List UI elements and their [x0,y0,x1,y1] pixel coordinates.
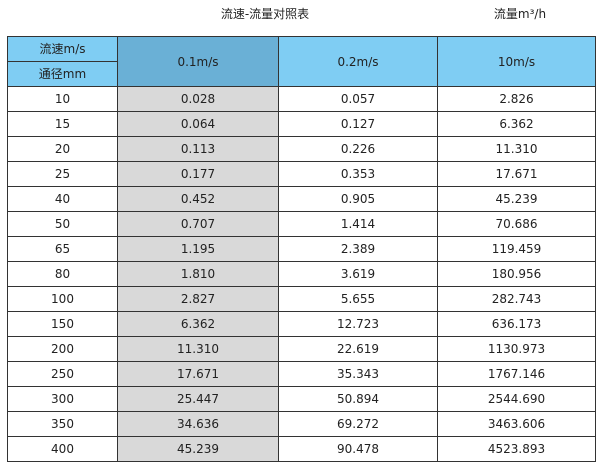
flow-cell: 1.810 [117,261,279,287]
diameter-cell: 80 [7,261,118,287]
table-row: 20 0.113 0.226 11.310 [7,136,596,162]
flow-cell: 4523.893 [437,436,596,462]
table-row: 65 1.195 2.389 119.459 [7,236,596,262]
flow-cell: 0.057 [278,86,438,112]
flow-cell: 0.113 [117,136,279,162]
velocity-header: 流速m/s [7,36,118,62]
flow-cell: 2.826 [437,86,596,112]
diameter-cell: 15 [7,111,118,137]
diameter-cell: 350 [7,411,118,437]
table-row: 400 45.239 90.478 4523.893 [7,436,596,462]
flow-cell: 17.671 [117,361,279,387]
flow-cell: 45.239 [117,436,279,462]
velocity-flow-table: 流速m/s 0.1m/s 0.2m/s 10m/s 通径mm 10 0.028 0.… [7,36,596,462]
flow-cell: 1130.973 [437,336,596,362]
flow-cell: 0.452 [117,186,279,212]
table-row: 100 2.827 5.655 282.743 [7,286,596,312]
diameter-cell: 300 [7,386,118,412]
table-row: 350 34.636 69.272 3463.606 [7,411,596,437]
unit-label: 流量m³/h [493,7,547,21]
table-row: 200 11.310 22.619 1130.973 [7,336,596,362]
table-title: 流速-流量对照表 [220,7,310,21]
flow-cell: 0.028 [117,86,279,112]
table-row: 150 6.362 12.723 636.173 [7,311,596,337]
flow-cell: 22.619 [278,336,438,362]
diameter-cell: 20 [7,136,118,162]
flow-cell: 50.894 [278,386,438,412]
flow-cell: 12.723 [278,311,438,337]
flow-cell: 70.686 [437,211,596,237]
column-header[interactable]: 10m/s [437,36,596,87]
flow-cell: 0.353 [278,161,438,187]
table-row: 300 25.447 50.894 2544.690 [7,386,596,412]
diameter-cell: 65 [7,236,118,262]
flow-cell: 119.459 [437,236,596,262]
table-row: 250 17.671 35.343 1767.146 [7,361,596,387]
diameter-cell: 200 [7,336,118,362]
flow-cell: 1.195 [117,236,279,262]
table-row: 40 0.452 0.905 45.239 [7,186,596,212]
diameter-cell: 250 [7,361,118,387]
flow-cell: 90.478 [278,436,438,462]
diameter-cell: 400 [7,436,118,462]
flow-cell: 69.272 [278,411,438,437]
table-row: 15 0.064 0.127 6.362 [7,111,596,137]
flow-cell: 2544.690 [437,386,596,412]
flow-cell: 3.619 [278,261,438,287]
flow-cell: 34.636 [117,411,279,437]
flow-cell: 2.827 [117,286,279,312]
flow-cell: 282.743 [437,286,596,312]
flow-cell: 45.239 [437,186,596,212]
flow-cell: 0.707 [117,211,279,237]
flow-cell: 11.310 [117,336,279,362]
flow-cell: 0.177 [117,161,279,187]
column-header[interactable]: 0.1m/s [117,36,279,87]
flow-cell: 180.956 [437,261,596,287]
flow-cell: 17.671 [437,161,596,187]
diameter-cell: 10 [7,86,118,112]
table-row: 50 0.707 1.414 70.686 [7,211,596,237]
flow-cell: 6.362 [117,311,279,337]
flow-cell: 5.655 [278,286,438,312]
flow-cell: 0.226 [278,136,438,162]
flow-cell: 0.905 [278,186,438,212]
flow-cell: 3463.606 [437,411,596,437]
diameter-cell: 100 [7,286,118,312]
table-row: 10 0.028 0.057 2.826 [7,86,596,112]
diameter-header: 通径mm [7,61,118,87]
flow-cell: 6.362 [437,111,596,137]
flow-cell: 1.414 [278,211,438,237]
flow-cell: 0.064 [117,111,279,137]
diameter-cell: 40 [7,186,118,212]
flow-cell: 1767.146 [437,361,596,387]
diameter-cell: 25 [7,161,118,187]
flow-cell: 2.389 [278,236,438,262]
table-row: 25 0.177 0.353 17.671 [7,161,596,187]
flow-cell: 0.127 [278,111,438,137]
flow-cell: 25.447 [117,386,279,412]
flow-cell: 35.343 [278,361,438,387]
diameter-cell: 50 [7,211,118,237]
column-header[interactable]: 0.2m/s [278,36,438,87]
flow-cell: 636.173 [437,311,596,337]
flow-cell: 11.310 [437,136,596,162]
table-row: 80 1.810 3.619 180.956 [7,261,596,287]
diameter-cell: 150 [7,311,118,337]
